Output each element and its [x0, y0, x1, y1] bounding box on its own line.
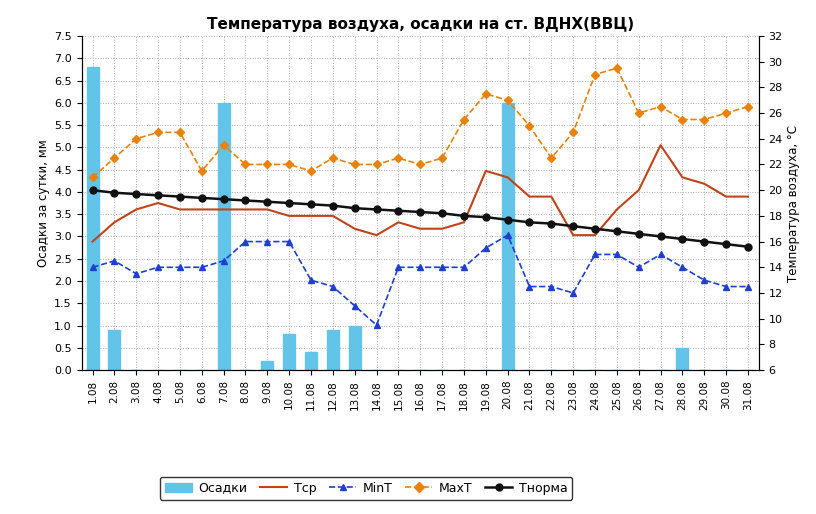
Bar — [218, 103, 229, 370]
Y-axis label: Осадки за сутки, мм: Осадки за сутки, мм — [37, 139, 50, 267]
Bar — [502, 103, 513, 370]
Bar — [86, 67, 99, 370]
Bar — [305, 352, 317, 370]
Bar — [327, 330, 339, 370]
Y-axis label: Температура воздуха, °С: Температура воздуха, °С — [787, 124, 800, 282]
Bar — [283, 335, 295, 370]
Bar — [109, 330, 121, 370]
Bar — [348, 325, 361, 370]
Legend: Осадки, Тср, MinT, MaxT, Тнорма: Осадки, Тср, MinT, MaxT, Тнорма — [160, 476, 572, 500]
Bar — [676, 348, 689, 370]
Bar — [261, 361, 273, 370]
Title: Температура воздуха, осадки на ст. ВДНХ(ВВЦ): Температура воздуха, осадки на ст. ВДНХ(… — [206, 17, 634, 32]
